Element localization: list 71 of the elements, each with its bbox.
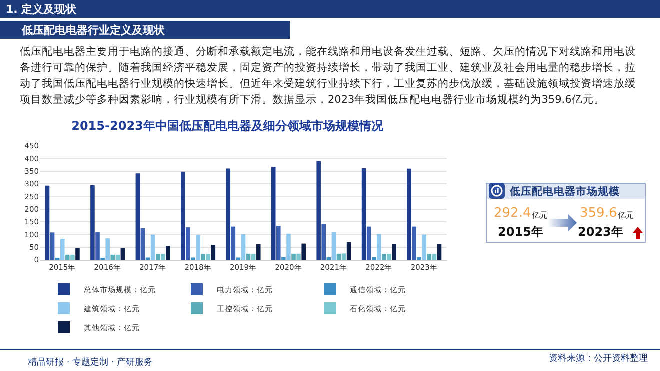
bar [292, 254, 296, 260]
text: 精品研报 · 专题定制 · 产研服务 [28, 356, 154, 369]
bar [412, 226, 416, 260]
bar [231, 226, 236, 260]
bar [156, 254, 160, 260]
bar [241, 234, 246, 260]
bar [282, 257, 286, 260]
bar [296, 254, 301, 260]
bar [346, 242, 352, 260]
bar [251, 254, 256, 260]
text: 292.4 [494, 206, 532, 221]
bar [437, 244, 442, 260]
text: 资料来源：公开资料整理 [549, 352, 648, 365]
bar [316, 161, 321, 260]
bar [60, 238, 65, 260]
bar [196, 235, 200, 260]
text: 2023年 [578, 224, 624, 241]
bar [246, 254, 251, 260]
bar [166, 246, 170, 260]
text: 低压配电电器主要用于电路的接通、分断和承载额定电流，能在线路和用电设备发生过载、短路、欠压的情况下对线路和用电设备进行可靠的保护。随着我国经济平稳发展，固定资产的投资持续增长，带动了我国工业、建筑业及社会用电量的稳步增长，拉动了我国低压配电电器行业规模的快速增长。但近年来受建筑行业持续下行，工业复苏的步伐放缓，基础设施领域投资增速放缓项目数量减少等多种因素影响，行业规模有所下滑。数据显示，2023年我国低压配电电器行业市场规模约为359.6亿元。 [20, 45, 637, 108]
chart-title: 2015-2023年中国低压配电电器及细分领域市场规模情况 [72, 118, 384, 133]
bar [116, 254, 120, 260]
text: 低压配电电器行业定义及现状 [22, 23, 165, 38]
bar [407, 168, 412, 260]
bar [66, 254, 70, 260]
bar [150, 234, 156, 260]
text: 亿元 [618, 210, 634, 221]
text: 2015年 [498, 224, 544, 241]
bar [160, 254, 166, 260]
bar [76, 248, 80, 260]
bar [366, 226, 372, 260]
bar [211, 245, 216, 260]
bar [432, 254, 437, 260]
bar [302, 244, 306, 260]
bar [362, 168, 366, 260]
bar [70, 254, 75, 260]
bar [322, 224, 326, 260]
bar [181, 172, 186, 260]
bar [186, 228, 190, 260]
text: 低压配电电器市场规模 [510, 185, 620, 199]
text: 359.6 [580, 206, 618, 221]
bar [140, 228, 146, 260]
bar [276, 226, 281, 260]
bar [427, 254, 432, 260]
bar [392, 244, 396, 260]
bar [336, 254, 342, 260]
bar [206, 254, 210, 260]
bar [387, 254, 392, 260]
bar [226, 168, 231, 260]
bar [106, 238, 110, 260]
bar [201, 254, 206, 260]
bar [332, 232, 336, 260]
bar [50, 232, 55, 260]
bar [377, 234, 382, 260]
bar [422, 234, 427, 260]
bar [417, 257, 422, 260]
text: 1. 定义及现状 [6, 2, 77, 17]
bar [372, 257, 376, 260]
bar [342, 254, 346, 260]
bar [256, 244, 261, 260]
bar [382, 254, 386, 260]
bar [136, 174, 140, 260]
bar [120, 248, 126, 260]
bar [326, 257, 332, 260]
bar [286, 234, 291, 260]
text: 亿元 [532, 210, 548, 221]
bar [96, 232, 100, 260]
bar [110, 254, 116, 260]
bar [90, 186, 95, 260]
bar [45, 186, 50, 260]
bar [271, 167, 276, 260]
